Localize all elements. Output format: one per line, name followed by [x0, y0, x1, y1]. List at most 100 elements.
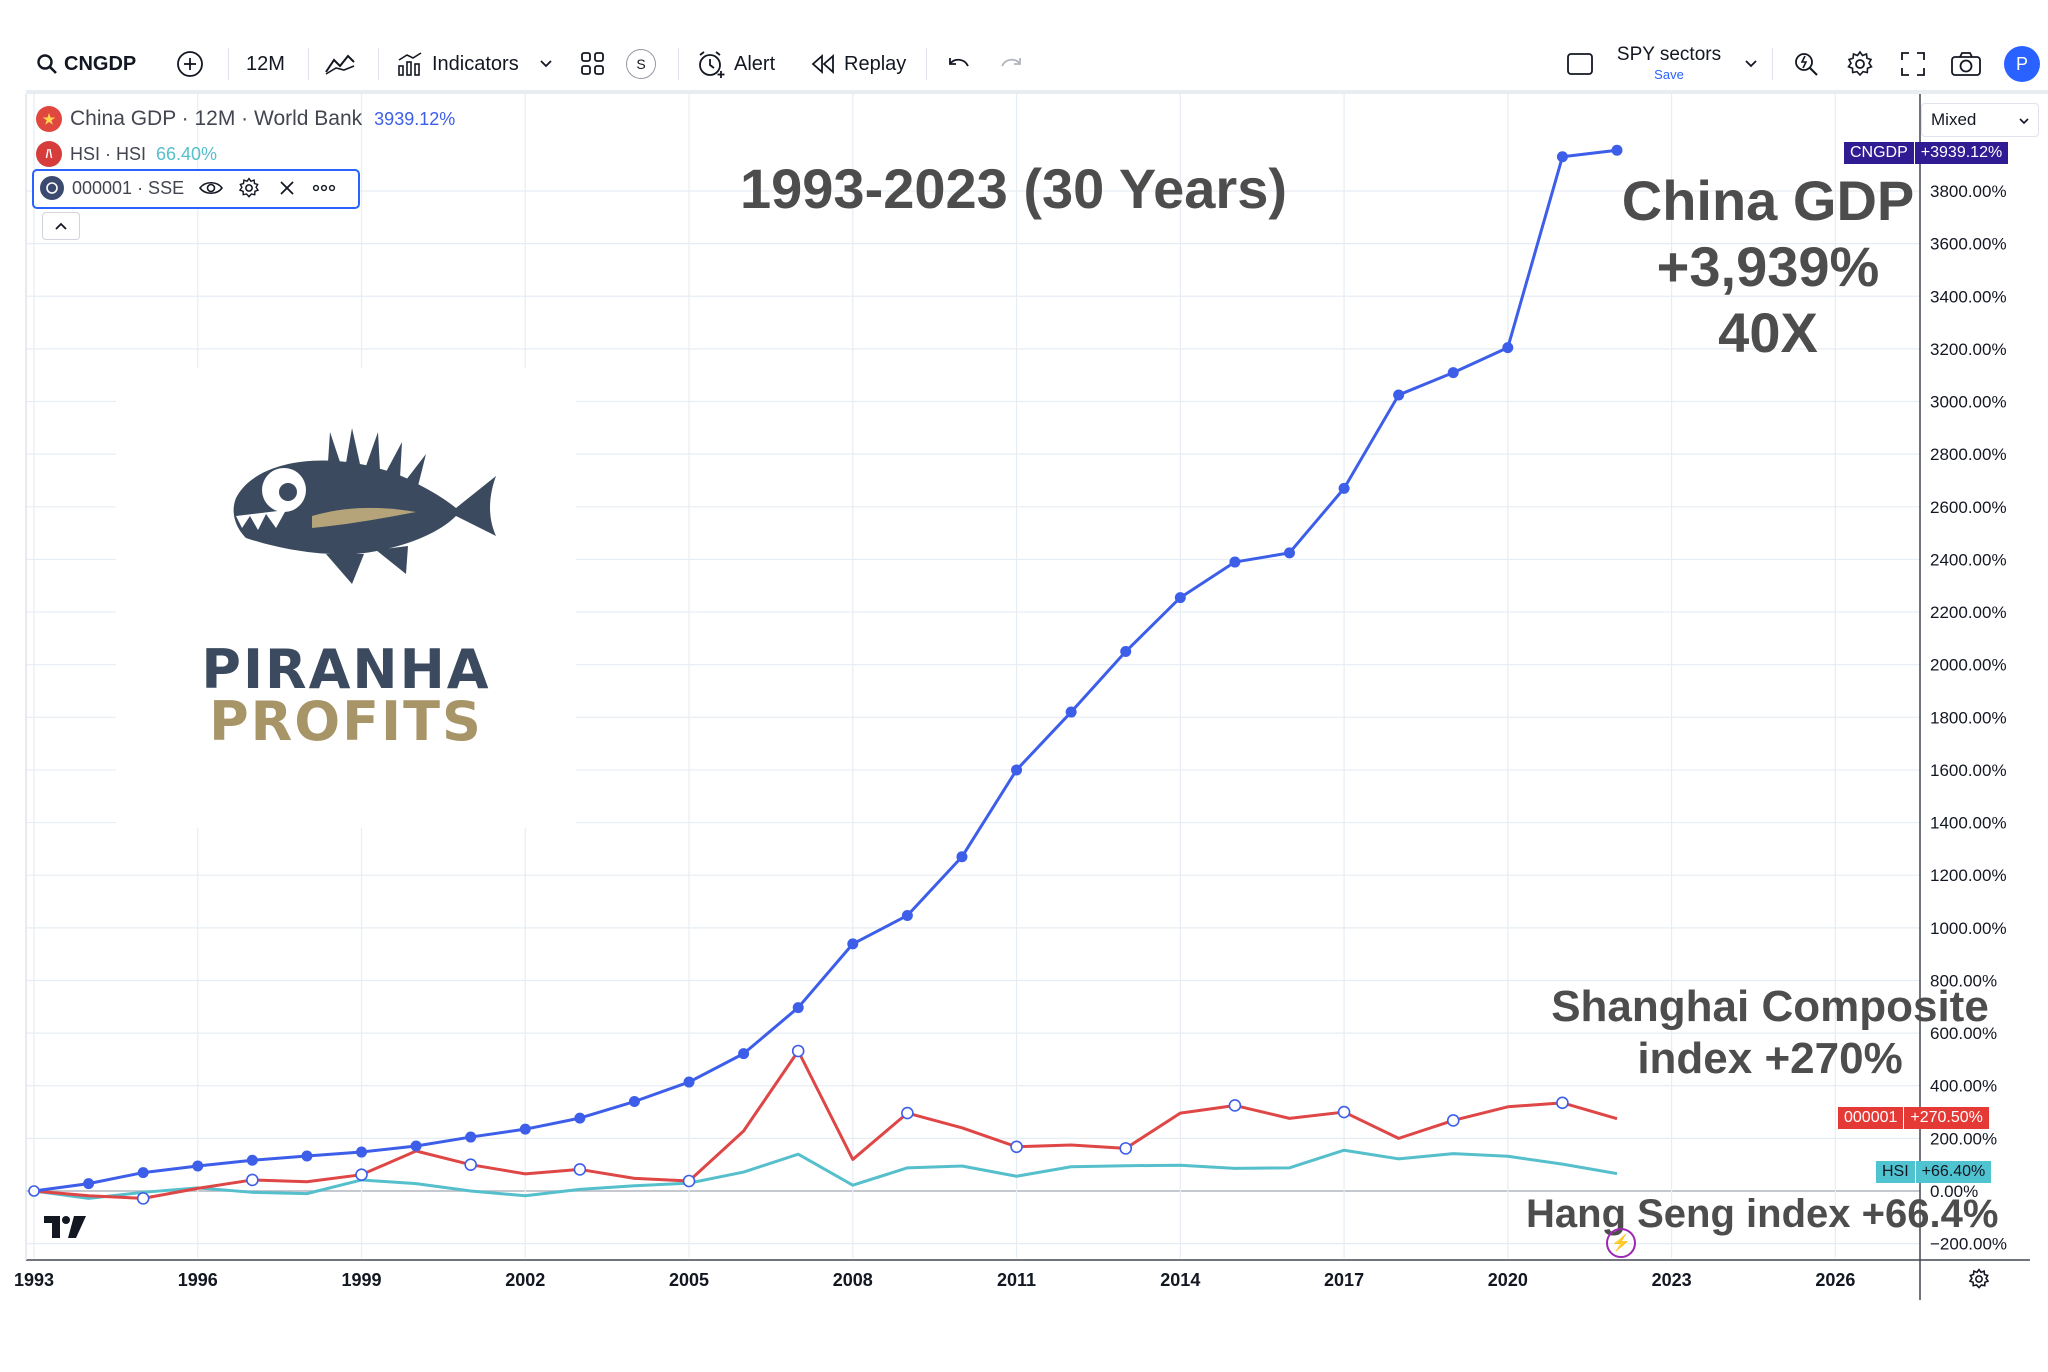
camera-icon: [1951, 52, 1981, 76]
legend-collapse-button[interactable]: [42, 212, 80, 240]
y-tick-label: 2800.00%: [1930, 445, 2007, 464]
legend-hsi-series[interactable]: /\ HSI · HSI 66.40%: [36, 141, 217, 167]
y-tick-label: 2400.00%: [1930, 550, 2007, 569]
layout-square-icon: [1567, 53, 1593, 75]
y-tick-label: 3200.00%: [1930, 340, 2007, 359]
layout-select-button[interactable]: [1566, 44, 1594, 84]
axis-layer: [25, 94, 2030, 1300]
x-tick-label: 2026: [1815, 1270, 1855, 1290]
data-point-china-gdp: [1174, 592, 1186, 604]
data-point-china-gdp: [1065, 706, 1077, 718]
price-tag-symbol: HSI: [1876, 1161, 1915, 1183]
data-point-china-gdp: [847, 938, 859, 950]
data-point-000001: [355, 1168, 368, 1181]
data-point-china-gdp: [246, 1154, 258, 1166]
s-badge-label: S: [636, 56, 646, 72]
undo-icon: [949, 58, 969, 67]
indicators-button[interactable]: Indicators: [396, 44, 553, 84]
x-tick-label: 2005: [669, 1270, 709, 1290]
chevron-down-icon: [540, 60, 552, 68]
settings-button[interactable]: [1846, 44, 1874, 84]
y-tick-label: 1000.00%: [1930, 919, 2007, 938]
compare-add-button[interactable]: [176, 44, 204, 84]
series-layer: [28, 144, 1623, 1205]
toolbar-divider: [926, 48, 927, 80]
x-tick-label: 1999: [341, 1270, 381, 1290]
chart-type-button[interactable]: [324, 44, 356, 84]
data-point-china-gdp: [83, 1178, 95, 1190]
x-tick-label: 2020: [1488, 1270, 1528, 1290]
price-tag-cngdp: CNGDP +3939.12%: [1844, 142, 2009, 164]
legend-main-title: China GDP · 12M · World Bank: [70, 107, 363, 130]
gdp-annotation-line1: China GDP: [1621, 169, 1915, 232]
price-tag-value: +66.40%: [1914, 1161, 1992, 1183]
toolbar-divider: [678, 48, 679, 80]
indicators-icon: [398, 52, 422, 76]
redo-button[interactable]: [998, 44, 1024, 84]
alarm-clock-icon: [699, 51, 725, 78]
alert-button[interactable]: Alert: [696, 44, 775, 84]
data-point-china-gdp: [1556, 151, 1568, 163]
piranha-fish-icon: [233, 428, 496, 584]
eye-icon[interactable]: [198, 179, 224, 197]
data-point-china-gdp: [1611, 144, 1623, 156]
y-tick-label: 2600.00%: [1930, 498, 2007, 517]
templates-button[interactable]: [580, 44, 606, 84]
plus-circle-icon: [177, 51, 203, 77]
quick-search-button[interactable]: [1792, 44, 1820, 84]
legend-hsi-title: HSI · HSI: [70, 143, 147, 164]
data-point-china-gdp: [683, 1076, 695, 1088]
hsi-icon: /\: [36, 141, 62, 167]
chevron-down-icon: [1745, 60, 1757, 68]
layout-name: SPY sectors: [1616, 44, 1722, 65]
interval-button[interactable]: 12M: [246, 44, 285, 84]
more-dots-icon[interactable]: [312, 184, 336, 192]
y-tick-label: 1600.00%: [1930, 761, 2007, 780]
replay-button[interactable]: Replay: [810, 44, 906, 84]
data-point-china-gdp: [956, 851, 968, 863]
data-point-china-gdp: [519, 1123, 531, 1135]
y-tick-label: 800.00%: [1930, 971, 1997, 990]
legend-main-series[interactable]: ★ China GDP · 12M · World Bank 3939.12%: [36, 106, 455, 132]
symbol-label: CNGDP: [64, 52, 137, 75]
interval-label: 12M: [246, 52, 285, 75]
fullscreen-button[interactable]: [1900, 44, 1926, 84]
data-point-china-gdp: [792, 1002, 804, 1014]
tradingview-logo[interactable]: [42, 1214, 88, 1245]
data-point-china-gdp: [1338, 482, 1350, 494]
layout-menu-button[interactable]: [1744, 44, 1758, 84]
data-point-china-gdp: [901, 909, 913, 921]
y-tick-label: 1200.00%: [1930, 866, 2007, 885]
y-tick-label: 3400.00%: [1930, 287, 2007, 306]
y-tick-label: −200.00%: [1930, 1235, 2007, 1254]
series-line-china-gdp: [33, 148, 1618, 1193]
user-avatar-button[interactable]: P: [2004, 44, 2040, 84]
axis-settings-button[interactable]: [1968, 1268, 1994, 1294]
s-badge: S: [626, 49, 656, 79]
price-scale-mode-button[interactable]: Mixed: [1921, 103, 2039, 137]
data-point-china-gdp: [1120, 646, 1132, 658]
replay-rewind-icon: [811, 53, 834, 75]
fullscreen-icon: [1901, 52, 1925, 76]
logo-text-piranha: PIRANHA: [201, 638, 491, 701]
symbol-search-button[interactable]: CNGDP: [36, 44, 136, 84]
search-icon: [37, 54, 57, 74]
legend-sse-series-selected[interactable]: 000001 · SSE: [32, 169, 360, 209]
layout-name-block[interactable]: SPY sectors Save: [1614, 44, 1724, 82]
undo-button[interactable]: [946, 44, 972, 84]
y-tick-label: 1800.00%: [1930, 708, 2007, 727]
gear-icon[interactable]: [238, 177, 260, 199]
line-chart-type-icon: [325, 54, 355, 75]
snapshot-button[interactable]: [1950, 44, 1982, 84]
data-point-china-gdp: [356, 1146, 368, 1158]
close-icon[interactable]: [278, 179, 296, 197]
toolbar-divider: [1772, 48, 1773, 80]
s-badge-button[interactable]: S: [626, 44, 656, 84]
legend-hsi-value: 66.40%: [156, 143, 218, 164]
data-point-china-gdp: [301, 1150, 313, 1162]
price-tag-symbol: CNGDP: [1844, 142, 1914, 164]
y-tick-label: 0.00%: [1930, 1182, 1978, 1201]
lightning-event-icon[interactable]: ⚡: [1606, 1228, 1636, 1258]
data-point-china-gdp: [1283, 547, 1295, 559]
alert-label: Alert: [734, 52, 776, 75]
